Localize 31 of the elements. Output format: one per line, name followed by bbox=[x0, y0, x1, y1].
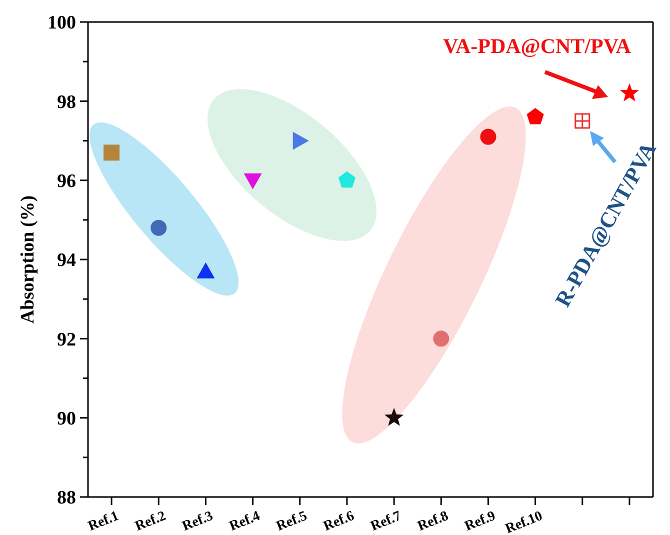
point bbox=[433, 330, 450, 347]
x-tick-label: Ref.4 bbox=[227, 508, 262, 535]
point bbox=[150, 220, 167, 236]
y-tick-label: 92 bbox=[57, 329, 76, 350]
x-tick-label: Ref.9 bbox=[462, 508, 498, 535]
annotation: VA-PDA@CNT/PVA bbox=[443, 34, 632, 58]
x-tick-label: Ref.2 bbox=[133, 508, 168, 535]
point bbox=[292, 132, 309, 150]
x-tick-label: Ref.6 bbox=[322, 508, 356, 535]
x-tick-label: Ref.5 bbox=[274, 508, 310, 535]
point bbox=[620, 83, 639, 102]
point bbox=[338, 171, 356, 188]
y-tick-label: 100 bbox=[48, 12, 76, 34]
y-axis-title: Absorption (%) bbox=[18, 195, 39, 324]
point bbox=[480, 128, 496, 145]
y-tick-label: 96 bbox=[57, 170, 76, 192]
point bbox=[526, 108, 544, 124]
point bbox=[196, 262, 215, 278]
x-tick-label: Ref.8 bbox=[416, 508, 451, 535]
point bbox=[104, 144, 120, 161]
x-tick-label: Ref.7 bbox=[368, 508, 404, 535]
x-tick-label: Ref.1 bbox=[86, 508, 122, 535]
point bbox=[244, 173, 262, 190]
point bbox=[384, 408, 404, 426]
point bbox=[574, 113, 590, 129]
y-tick-label: 90 bbox=[57, 408, 76, 430]
y-tick-label: 98 bbox=[57, 92, 76, 113]
y-tick-label: 94 bbox=[57, 250, 76, 272]
x-tick-label: Ref.10 bbox=[503, 508, 545, 535]
x-tick-label: Ref.3 bbox=[180, 508, 216, 535]
y-tick-label: 88 bbox=[57, 488, 76, 509]
